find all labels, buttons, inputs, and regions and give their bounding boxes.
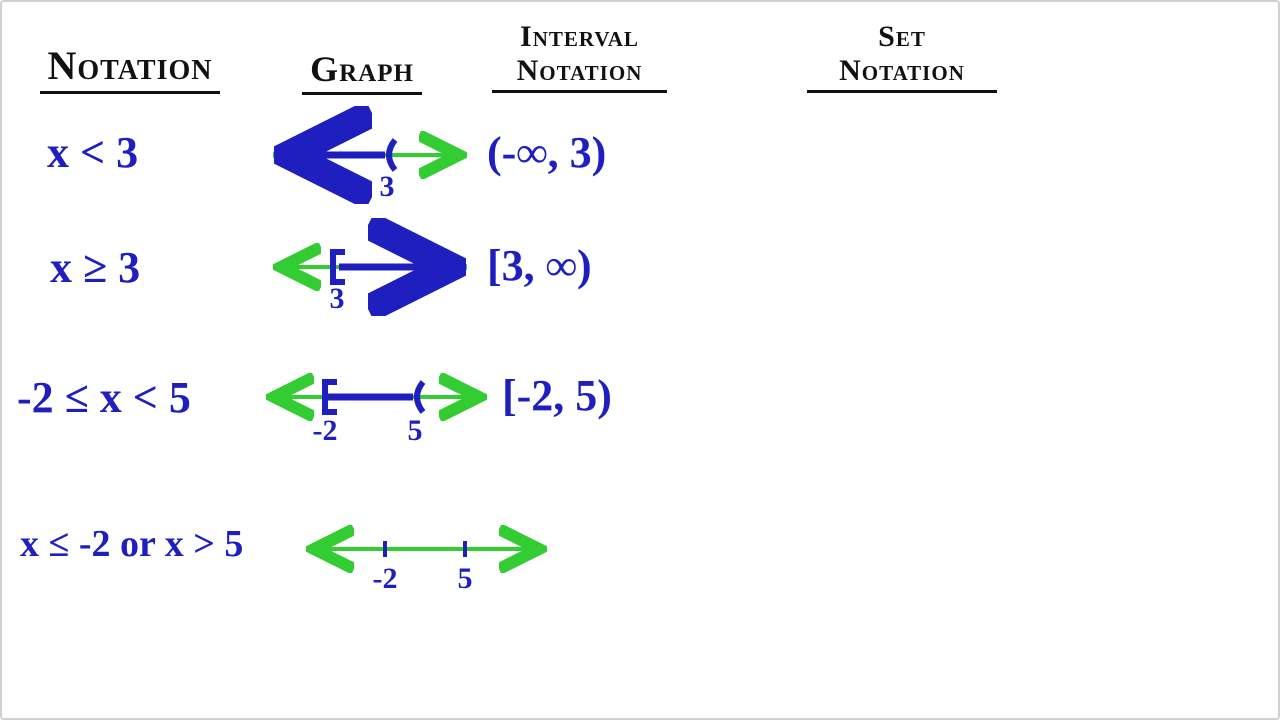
row3-graph-label-neg2: -2 [313, 414, 338, 448]
row1-notation: x < 3 [47, 127, 138, 178]
row2-notation: x ≥ 3 [50, 242, 140, 293]
row2-graph-label-3: 3 [330, 282, 345, 316]
row3-graph-svg [270, 372, 490, 457]
header-set-line2: Notation [807, 54, 997, 88]
header-interval-line2: Notation [492, 54, 667, 88]
row2-graph: 3 [277, 242, 467, 322]
row3-interval: [-2, 5) [502, 370, 612, 421]
row2-interval: [3, ∞) [487, 240, 592, 291]
row4-graph-label-5: 5 [458, 562, 473, 596]
header-set-line1: Set [807, 20, 997, 54]
header-graph-text: Graph [310, 49, 414, 89]
row1-interval: (-∞, 3) [487, 127, 606, 178]
row2-graph-svg [277, 242, 467, 322]
row3-graph: -2 5 [270, 372, 490, 457]
header-set: Set Notation [807, 20, 997, 93]
row4-graph-label-neg2: -2 [373, 562, 398, 596]
header-interval: Interval Notation [492, 20, 667, 93]
row1-graph: 3 [277, 130, 467, 210]
header-graph: Graph [302, 48, 422, 95]
row4-graph: -2 5 [310, 524, 550, 609]
row3-graph-label-5: 5 [408, 414, 423, 448]
header-interval-line1: Interval [492, 20, 667, 54]
row1-graph-label-3: 3 [380, 170, 395, 204]
whiteboard: Notation Graph Interval Notation Set Not… [0, 0, 1280, 720]
row1-graph-svg [277, 130, 467, 210]
header-notation: Notation [40, 42, 220, 94]
row3-notation: -2 ≤ x < 5 [17, 372, 191, 423]
header-notation-text: Notation [48, 43, 213, 88]
row4-graph-svg [310, 524, 550, 609]
row4-notation: x ≤ -2 or x > 5 [20, 522, 243, 566]
